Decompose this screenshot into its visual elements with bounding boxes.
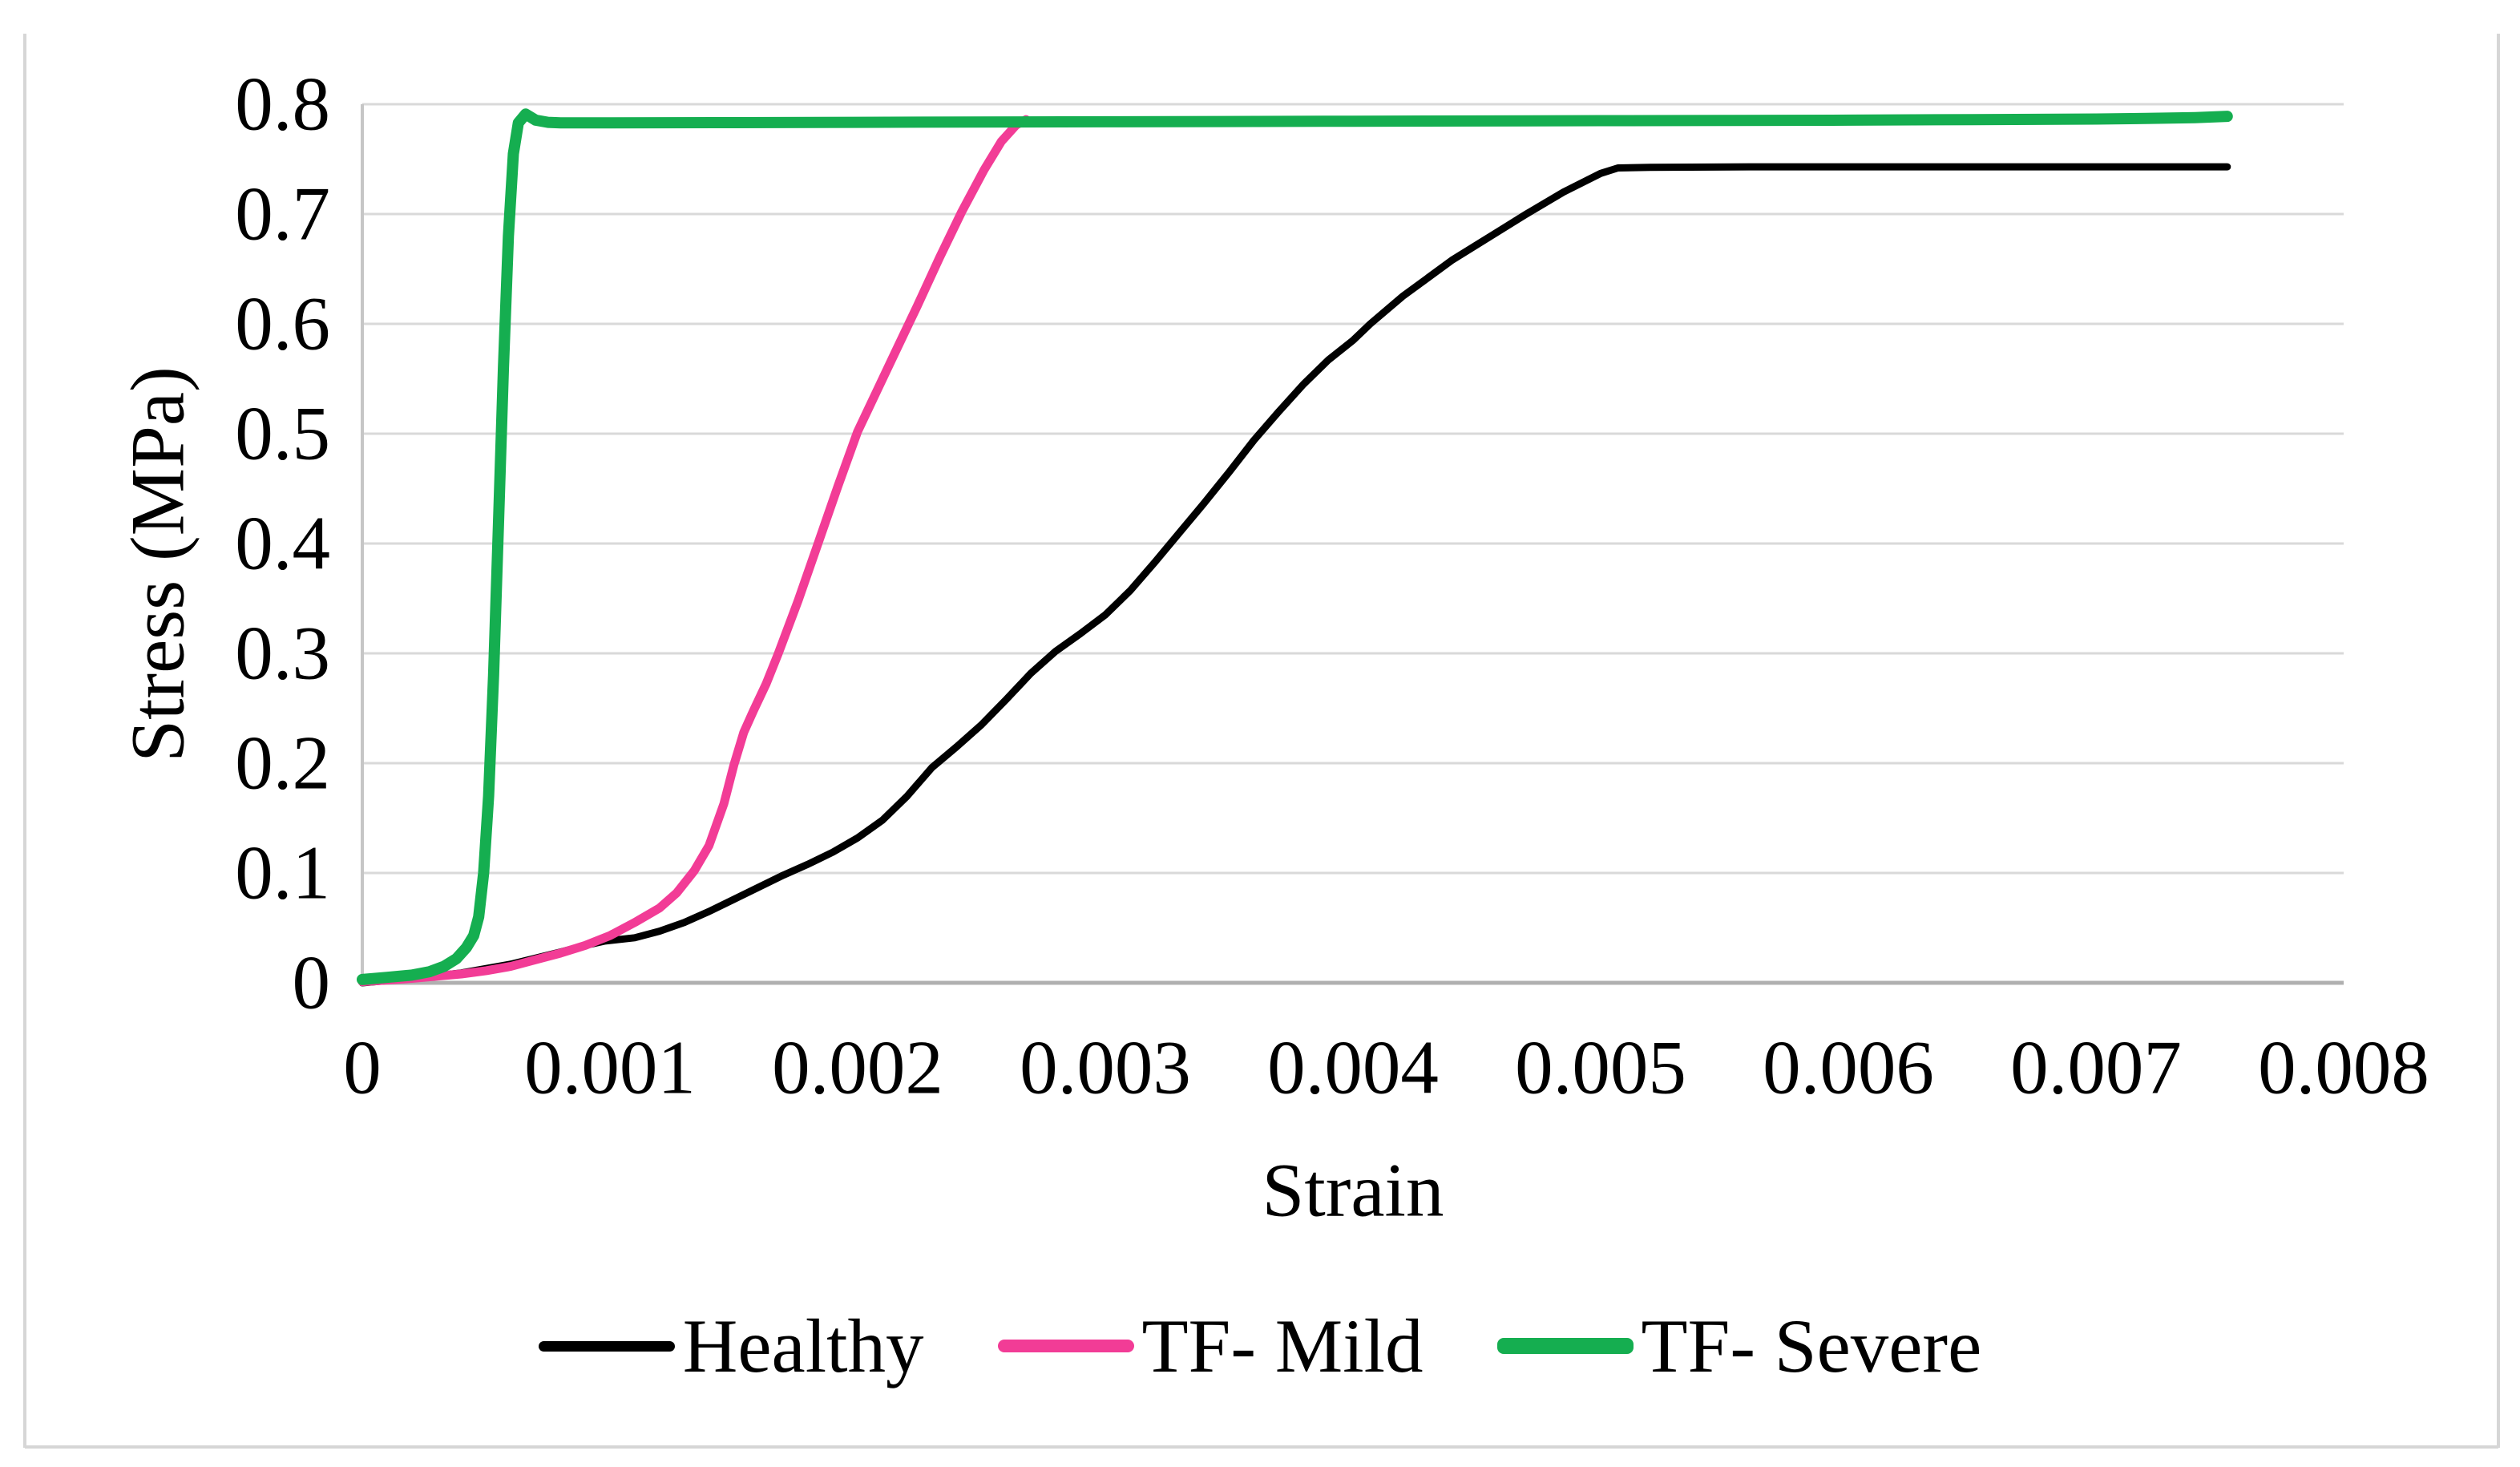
legend-label-tf-severe: TF- Severe — [1641, 1303, 1982, 1388]
legend-item-tf-mild: TF- Mild — [997, 1303, 1424, 1388]
legend-line-swatch-healthy — [538, 1340, 675, 1352]
y-tick-label: 0.2 — [235, 720, 330, 806]
x-tick-label: 0.004 — [1267, 1024, 1439, 1110]
legend-line-swatch-tf-mild — [997, 1340, 1134, 1352]
series-line-healthy — [358, 163, 2231, 987]
legend-label-tf-mild: TF- Mild — [1141, 1303, 1424, 1388]
y-tick-label: 0.6 — [235, 281, 330, 366]
chart-legend: Healthy TF- Mild TF- Severe — [0, 1287, 2520, 1404]
legend-item-healthy: Healthy — [538, 1303, 924, 1388]
series-line-tf-mild — [357, 115, 1031, 987]
legend-label-healthy: Healthy — [682, 1303, 924, 1388]
y-tick-label: 0.8 — [235, 61, 330, 147]
legend-line-swatch-tf-severe — [1496, 1338, 1634, 1354]
x-tick-label: 0 — [343, 1024, 382, 1110]
x-tick-label: 0.007 — [2010, 1024, 2182, 1110]
x-axis-title: Strain — [1262, 1147, 1444, 1233]
y-tick-label: 0.7 — [235, 171, 330, 257]
y-tick-label: 0.4 — [235, 500, 330, 586]
y-axis-title: Stress (MPa) — [115, 366, 200, 762]
series-line-tf-severe — [357, 108, 2233, 985]
x-tick-label: 0.008 — [2258, 1024, 2429, 1110]
y-tick-label: 0.5 — [235, 390, 330, 476]
x-tick-label: 0.003 — [1020, 1024, 1191, 1110]
y-tick-label: 0.3 — [235, 610, 330, 696]
y-tick-label: 0.1 — [235, 830, 330, 915]
x-tick-label: 0.005 — [1515, 1024, 1686, 1110]
x-tick-label: 0.001 — [524, 1024, 696, 1110]
x-tick-label: 0.002 — [772, 1024, 943, 1110]
legend-item-tf-severe: TF- Severe — [1496, 1303, 1982, 1388]
y-tick-label: 0 — [292, 940, 331, 1025]
x-tick-label: 0.006 — [1763, 1024, 1934, 1110]
